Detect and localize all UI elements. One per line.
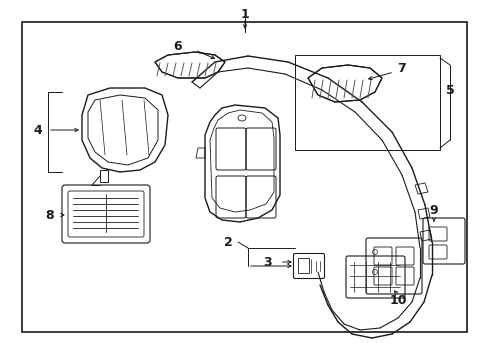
Text: 8: 8 — [45, 208, 54, 221]
Text: 10: 10 — [388, 293, 406, 306]
Text: 7: 7 — [397, 62, 406, 75]
Text: 4: 4 — [34, 123, 42, 136]
Bar — [22, 22, 466, 332]
Text: 1: 1 — [240, 8, 249, 21]
Bar — [294, 55, 439, 150]
Text: 3: 3 — [263, 256, 272, 269]
Text: 9: 9 — [429, 203, 437, 216]
Text: 5: 5 — [445, 84, 453, 96]
Text: 2: 2 — [223, 235, 232, 248]
Text: 6: 6 — [173, 40, 182, 53]
